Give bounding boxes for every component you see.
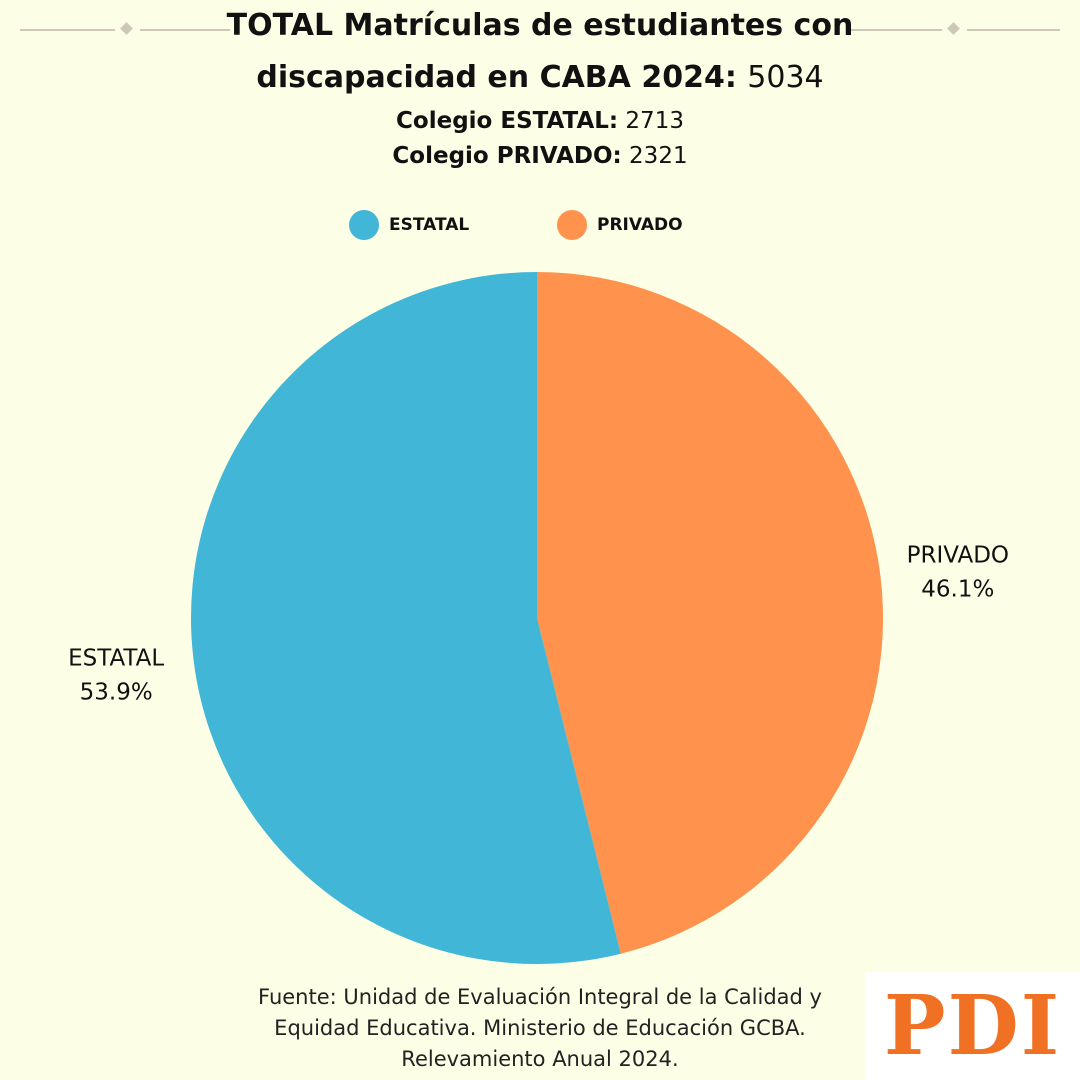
chart-title: TOTAL Matrículas de estudiantes con disc… [180,0,900,104]
legend-item-privado: PRIVADO [557,210,683,240]
privado-value: 2321 [629,143,688,169]
legend: ESTATAL PRIVADO [0,210,1080,240]
slice-percent-estatal: 53.9% [80,680,153,706]
legend-item-estatal: ESTATAL [349,210,469,240]
title-block: TOTAL Matrículas de estudiantes con disc… [180,0,900,174]
legend-label-estatal: ESTATAL [389,215,470,235]
subtitle-estatal: Colegio ESTATAL: 2713 [180,104,900,139]
slice-percent-privado: 46.1% [921,576,994,602]
legend-swatch-estatal [349,210,379,240]
legend-swatch-privado [557,210,587,240]
total-value: 5034 [747,60,824,95]
source-footer: Fuente: Unidad de Evaluación Integral de… [180,982,900,1075]
estatal-value: 2713 [625,108,684,134]
title-line-2-text: discapacidad en CABA 2024: [256,60,737,95]
privado-label: Colegio PRIVADO: [392,143,622,169]
ornament-right [850,22,1060,36]
title-line-1: TOTAL Matrículas de estudiantes con [226,8,854,43]
ornament-left [20,22,230,36]
footer-line-2: Equidad Educativa. Ministerio de Educaci… [274,1016,806,1040]
pie-slice-estatal [191,272,621,964]
footer-line-1: Fuente: Unidad de Evaluación Integral de… [258,985,822,1009]
legend-label-privado: PRIVADO [597,215,683,235]
title-line-2: discapacidad en CABA 2024: 5034 [180,52,900,104]
estatal-label: Colegio ESTATAL: [396,108,619,134]
footer-line-3: Relevamiento Anual 2024. [401,1047,679,1071]
slice-label-privado: PRIVADO [907,542,1009,568]
pdi-logo: PDI [865,972,1080,1080]
pie-slice-privado [537,272,884,954]
subtitle-privado: Colegio PRIVADO: 2321 [180,139,900,174]
logo-text: PDI [883,978,1062,1074]
slice-label-estatal: ESTATAL [68,646,164,672]
